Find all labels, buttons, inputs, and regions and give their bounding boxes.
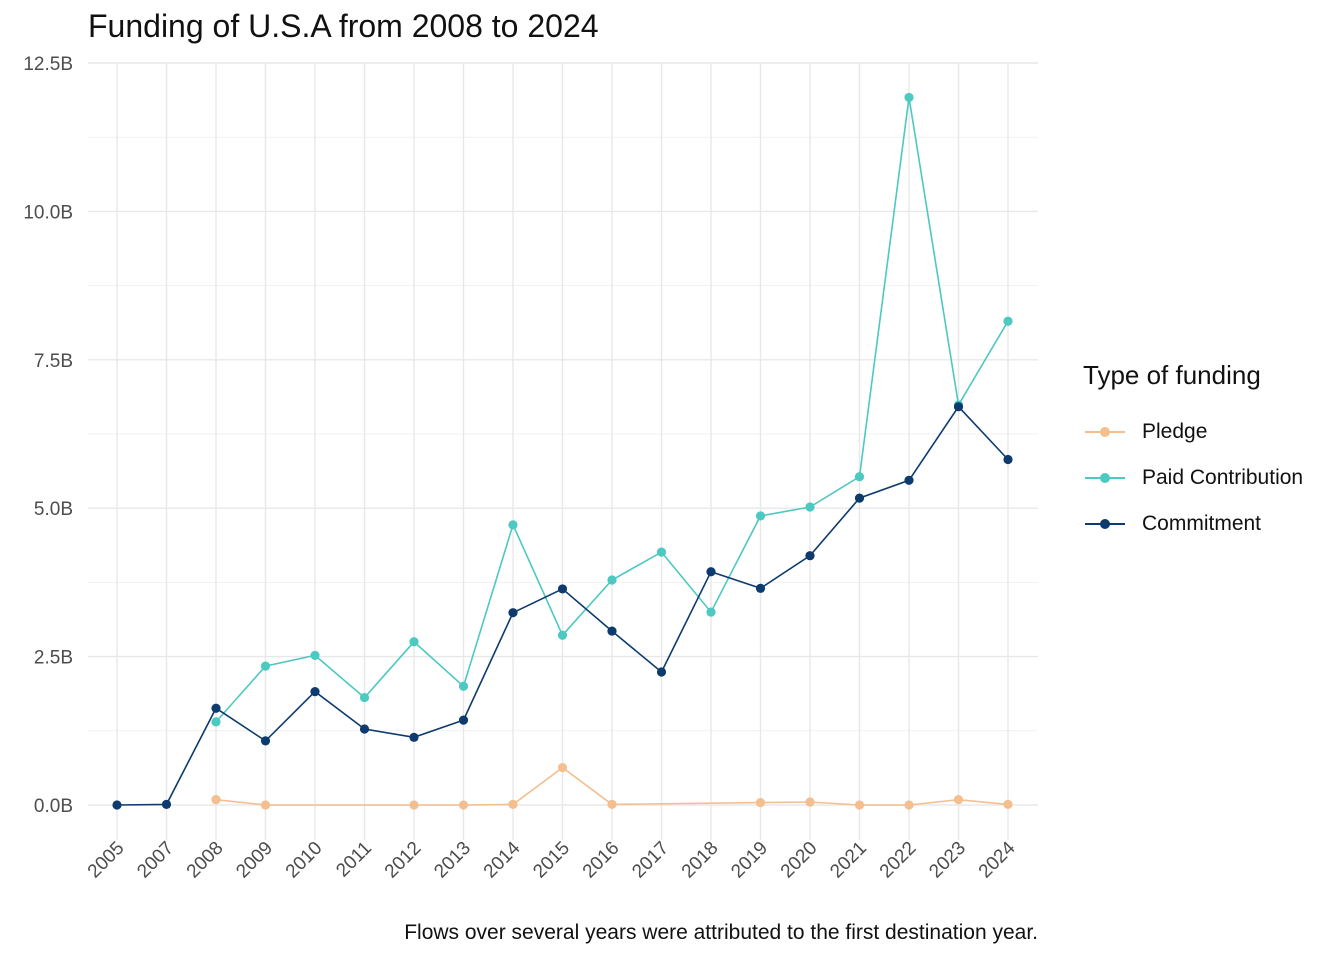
x-tick-label: 2013 xyxy=(430,838,475,883)
data-point xyxy=(755,583,766,593)
data-point xyxy=(805,502,815,512)
data-point xyxy=(1003,316,1013,326)
legend-title: Type of funding xyxy=(1083,360,1261,390)
y-tick-label: 5.0B xyxy=(34,499,73,520)
x-tick-label: 2020 xyxy=(777,838,822,883)
data-point xyxy=(706,607,716,617)
x-tick-label: 2022 xyxy=(876,838,921,883)
data-point xyxy=(508,608,518,618)
data-point xyxy=(607,575,617,585)
x-tick-label: 2014 xyxy=(480,837,525,882)
chart-caption: Flows over several years were attributed… xyxy=(404,921,1038,944)
x-tick-label: 2018 xyxy=(678,838,723,883)
x-tick-label: 2016 xyxy=(579,838,624,883)
x-tick-label: 2019 xyxy=(727,838,772,883)
legend-label: Paid Contribution xyxy=(1142,466,1304,489)
data-point xyxy=(656,667,667,677)
data-point xyxy=(359,724,370,734)
data-point xyxy=(1003,454,1013,465)
data-point xyxy=(458,715,469,725)
data-point xyxy=(260,800,271,810)
legend: Type of funding Pledge Paid Contribution C… xyxy=(1083,360,1303,547)
data-point xyxy=(904,800,914,810)
data-point xyxy=(458,681,469,691)
legend-item: Paid Contribution xyxy=(1083,455,1303,501)
data-point xyxy=(409,732,419,742)
legend-item: Commitment xyxy=(1083,501,1303,547)
x-tick-label: 2023 xyxy=(925,838,970,883)
data-point xyxy=(656,547,667,557)
data-point xyxy=(854,472,865,482)
data-point xyxy=(755,511,766,521)
data-point xyxy=(805,797,815,807)
legend-item: Pledge xyxy=(1083,409,1303,455)
data-point xyxy=(310,650,320,661)
data-point xyxy=(607,799,617,810)
data-point xyxy=(755,798,766,808)
x-tick-label: 2021 xyxy=(826,838,871,883)
data-point xyxy=(260,661,271,671)
data-point xyxy=(211,795,221,805)
data-point xyxy=(359,692,370,703)
data-point xyxy=(953,402,964,412)
data-point xyxy=(1003,799,1013,810)
data-point xyxy=(557,763,568,773)
x-tick-label: 2010 xyxy=(282,838,327,883)
x-tick-label: 2015 xyxy=(529,838,574,883)
data-point xyxy=(854,800,865,810)
legend-label: Commitment xyxy=(1142,512,1262,535)
chart-title: Funding of U.S.A from 2008 to 2024 xyxy=(88,8,599,44)
x-tick-label: 2009 xyxy=(232,838,277,883)
data-point xyxy=(409,637,419,647)
data-point xyxy=(904,92,914,103)
x-tick-label: 2012 xyxy=(381,838,426,883)
x-tick-label: 2007 xyxy=(133,838,178,883)
data-point xyxy=(112,800,122,810)
data-point xyxy=(953,795,964,805)
data-point xyxy=(211,703,221,713)
data-point xyxy=(508,520,518,530)
data-point xyxy=(260,736,271,746)
legend-key xyxy=(1083,468,1127,488)
data-point xyxy=(458,800,469,810)
data-point xyxy=(854,493,865,503)
x-tick-label: 2024 xyxy=(975,837,1020,882)
data-point xyxy=(706,567,716,577)
data-point xyxy=(409,800,419,810)
x-tick-label: 2011 xyxy=(332,838,376,882)
data-point xyxy=(211,717,221,727)
x-tick-label: 2008 xyxy=(183,838,228,883)
data-point xyxy=(607,626,617,636)
legend-label: Pledge xyxy=(1142,420,1208,443)
y-tick-label: 0.0B xyxy=(34,796,73,817)
data-point xyxy=(904,475,914,485)
data-point xyxy=(557,584,568,594)
y-tick-label: 2.5B xyxy=(34,648,73,669)
y-tick-label: 12.5B xyxy=(23,54,73,75)
legend-key xyxy=(1083,422,1127,442)
data-point xyxy=(805,551,815,561)
data-point xyxy=(508,799,518,810)
y-tick-label: 7.5B xyxy=(34,351,73,372)
data-point xyxy=(557,630,568,640)
legend-key xyxy=(1083,514,1127,534)
x-tick-label: 2005 xyxy=(84,838,129,883)
data-point xyxy=(161,799,172,810)
x-tick-label: 2017 xyxy=(628,838,673,883)
y-tick-label: 10.0B xyxy=(23,202,73,223)
data-point xyxy=(310,687,320,697)
